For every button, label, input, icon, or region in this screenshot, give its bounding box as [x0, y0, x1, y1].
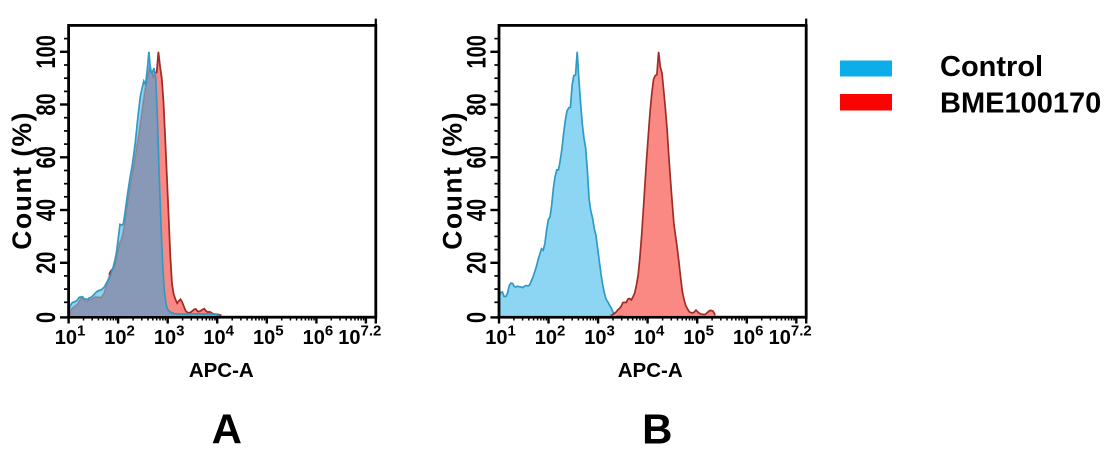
svg-text:APC-A: APC-A [189, 359, 254, 382]
svg-text:100: 100 [462, 35, 491, 68]
svg-text:B: B [642, 406, 672, 453]
svg-text:Count (%): Count (%) [7, 111, 37, 250]
svg-text:Control: Control [940, 51, 1043, 83]
svg-text:0: 0 [31, 312, 60, 323]
svg-text:0: 0 [462, 312, 491, 323]
svg-text:106: 106 [303, 323, 334, 349]
svg-text:80: 80 [462, 93, 491, 115]
svg-text:20: 20 [462, 252, 491, 274]
svg-text:60: 60 [31, 146, 60, 168]
svg-text:Count (%): Count (%) [437, 111, 467, 250]
svg-text:20: 20 [31, 252, 60, 274]
svg-text:80: 80 [31, 93, 60, 115]
svg-text:40: 40 [462, 199, 491, 221]
svg-text:107.2: 107.2 [338, 323, 381, 349]
svg-text:60: 60 [462, 146, 491, 168]
svg-text:40: 40 [31, 199, 60, 221]
svg-text:107.2: 107.2 [769, 323, 812, 349]
svg-text:A: A [212, 406, 242, 453]
svg-text:100: 100 [31, 35, 60, 68]
svg-text:BME100170: BME100170 [940, 87, 1101, 119]
svg-text:APC-A: APC-A [618, 359, 683, 382]
